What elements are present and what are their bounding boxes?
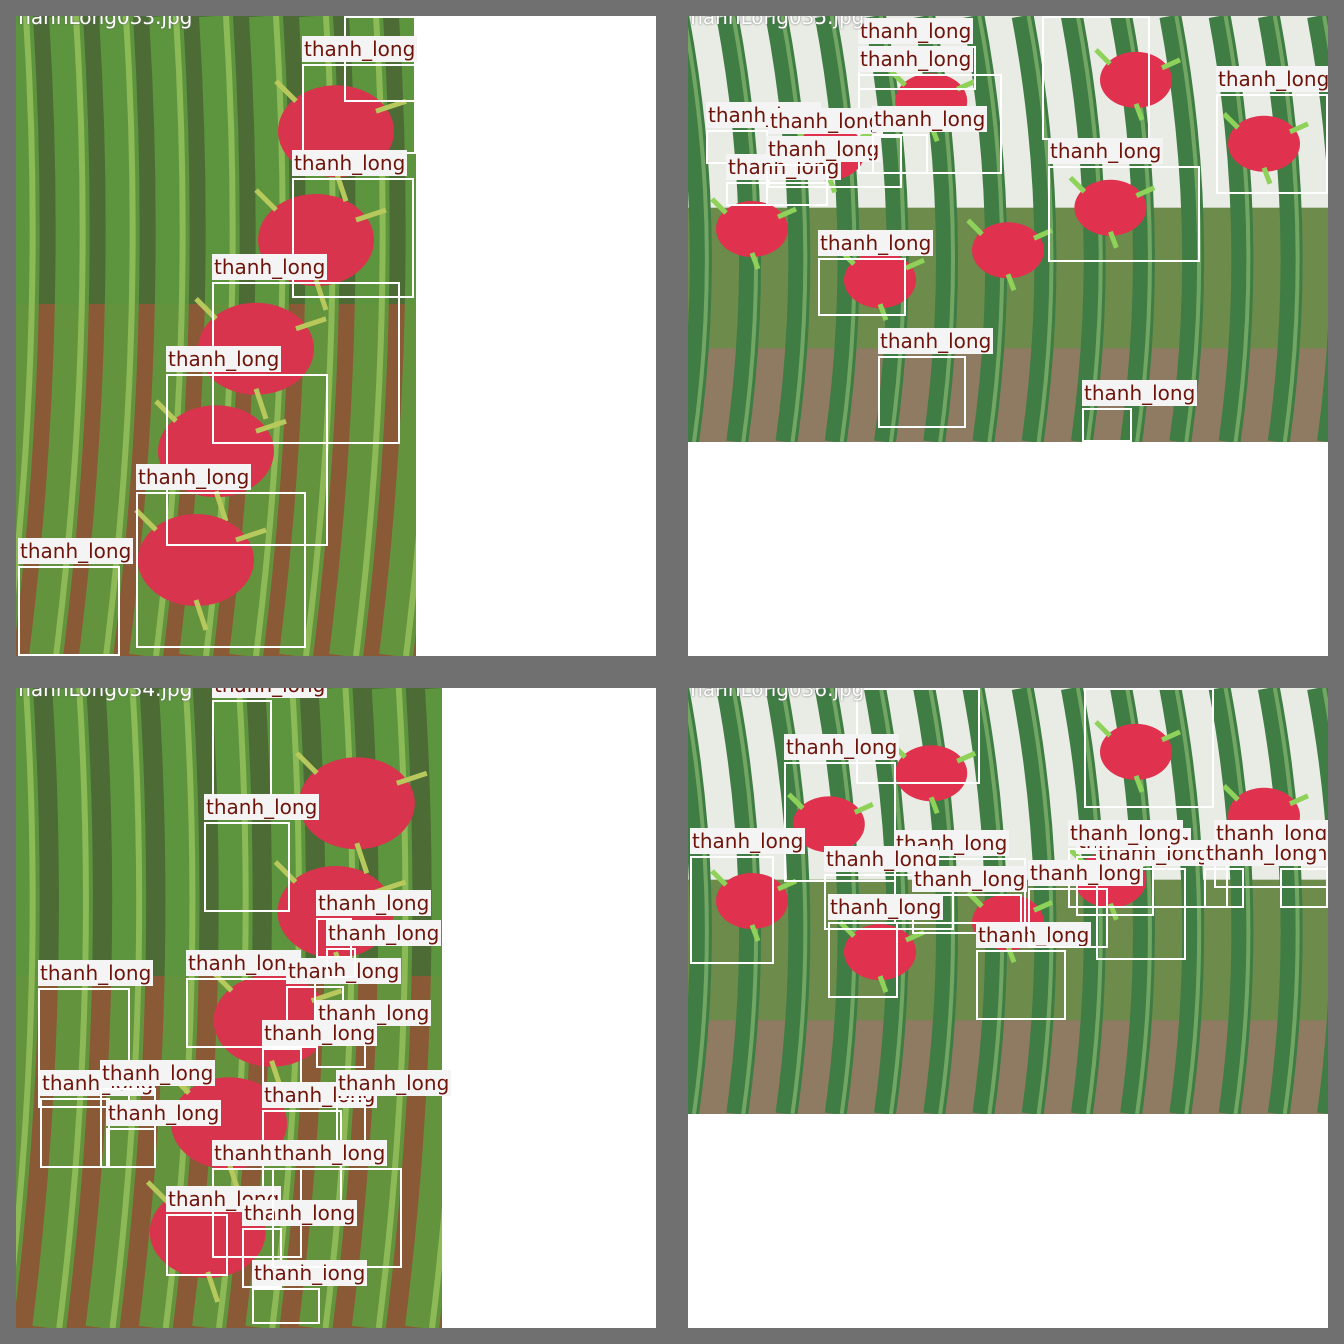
- detection-label: thanh_long: [204, 794, 320, 820]
- detection-label: thanh_long: [912, 866, 1028, 892]
- detection-label: thanh_long: [872, 106, 988, 132]
- detection-label: thanh_long: [292, 150, 408, 176]
- detection-box: thanh_long: [166, 1186, 282, 1276]
- detection-label: thanh_long: [136, 464, 252, 490]
- tile-filename: ThanhLong034.jpg: [16, 688, 193, 701]
- detection-label: thanh_long: [326, 920, 442, 946]
- detection-label: thanh_long: [858, 46, 974, 72]
- detection-box: thanh_long: [1048, 138, 1200, 262]
- detection-box: thanh_long: [766, 136, 882, 206]
- detection-box: thanh_long: [186, 950, 316, 1048]
- detection-box: thanh_long: [976, 922, 1092, 1020]
- detection-label: thanh_long: [818, 230, 934, 256]
- detection-box: thanh_long: [690, 828, 806, 964]
- detection-box: thanh_long: [286, 958, 402, 1026]
- detection-box: thanh_long: [262, 1020, 378, 1098]
- detection-label: thanh_long: [166, 346, 282, 372]
- tile-top-left: ThanhLong033.jpg thanh_long thanh_long tha…: [16, 16, 656, 656]
- detection-box: thanh_long: [1042, 16, 1150, 140]
- detection-box: thanh_long: [326, 920, 442, 978]
- tile-bottom-left: ThanhLong034.jpg thanh_long thanh_long tha…: [16, 688, 656, 1328]
- detection-box: thanh_long: [1028, 860, 1144, 948]
- detection-box: thanh_long: [1280, 840, 1328, 908]
- detection-label: thanh_long: [784, 734, 900, 760]
- detection-box: thanh_long: [1082, 380, 1198, 442]
- tile-top-right: ThanhLong035.jpg thanh_long thanh_long tha…: [688, 16, 1328, 656]
- detection-label: thanh_long: [336, 1070, 452, 1096]
- detection-label: thanh_long: [1048, 138, 1164, 164]
- photo-dragon-fruit-plants: [688, 688, 1328, 1114]
- detection-label: thanh_long: [186, 950, 302, 976]
- detection-box: thanh_long: [1216, 66, 1328, 194]
- detection-box: thanh_long: [38, 960, 154, 1108]
- detection-label: thanh_long: [18, 538, 134, 564]
- detection-label: thanh_long: [768, 108, 884, 134]
- detection-box: thanh_long: [818, 230, 934, 316]
- detection-label: thanh_long: [316, 890, 432, 916]
- detection-box: thanh_long: [136, 464, 306, 648]
- detection-label: thanh_long: [858, 18, 974, 44]
- detection-box: thanh_long: [242, 1200, 358, 1288]
- detection-label: thanh_long: [106, 1100, 222, 1126]
- detection-label: thanh_long: [878, 328, 994, 354]
- detection-label: thanh_long: [828, 894, 944, 920]
- detection-box: thanh_long: [272, 1140, 402, 1268]
- tile-filename: ThanhLong036.jpg: [688, 688, 865, 701]
- detection-box: thanh_long: [1084, 688, 1214, 808]
- detection-box: thanh_long: [878, 328, 994, 428]
- detection-label: thanh_long: [242, 1200, 358, 1226]
- detection-label: thanh_long: [976, 922, 1092, 948]
- detection-box: thanh_long: [828, 894, 944, 998]
- detection-label: thanh_long: [766, 136, 882, 162]
- detection-label: thanh_long: [302, 36, 418, 62]
- detection-box: thanh_long: [302, 36, 418, 154]
- detection-box: thanh_long: [1068, 820, 1228, 908]
- detection-label: thanh_long: [690, 828, 806, 854]
- detection-label: thanh_long: [212, 688, 328, 698]
- detection-box: thanh_long: [252, 1260, 368, 1324]
- detection-label: thanh_long: [100, 1060, 216, 1086]
- detection-label: thanh_long: [252, 1260, 368, 1286]
- detection-box: thanh_long: [292, 150, 414, 298]
- detection-label: thanh_long: [1082, 380, 1198, 406]
- tile-bottom-right: ThanhLong036.jpg thanh_long thanh_long tha…: [688, 688, 1328, 1328]
- detection-box: thanh_long: [106, 1100, 222, 1168]
- detection-label: thanh_long: [212, 254, 328, 280]
- detection-label: thanh_long: [286, 958, 402, 984]
- detection-label: thanh_long: [1028, 860, 1144, 886]
- detection-box: thanh_long: [336, 1070, 452, 1148]
- detection-box: thanh_long: [784, 734, 900, 882]
- detection-label: thanh_long: [1204, 840, 1320, 866]
- detection-box: thanh_long: [1204, 840, 1320, 908]
- tile-filename: ThanhLong033.jpg: [16, 16, 193, 29]
- detection-box: thanh_long: [204, 794, 320, 912]
- detection-box: thanh_long: [912, 866, 1028, 934]
- tile-filename: ThanhLong035.jpg: [688, 16, 865, 29]
- detection-box: thanh_long: [872, 106, 988, 174]
- detection-box: thanh_long: [316, 890, 432, 958]
- detection-label: thanh_long: [1216, 66, 1328, 92]
- detection-label: thanh_long: [1068, 820, 1184, 846]
- detection-box: thanh_long: [166, 346, 328, 546]
- detection-label: thanh_long: [262, 1020, 378, 1046]
- detection-label: thanh_long: [272, 1140, 388, 1166]
- detection-box: thanh_long: [18, 538, 134, 656]
- detection-label: thanh_long: [38, 960, 154, 986]
- detection-box: thanh_long: [768, 108, 902, 188]
